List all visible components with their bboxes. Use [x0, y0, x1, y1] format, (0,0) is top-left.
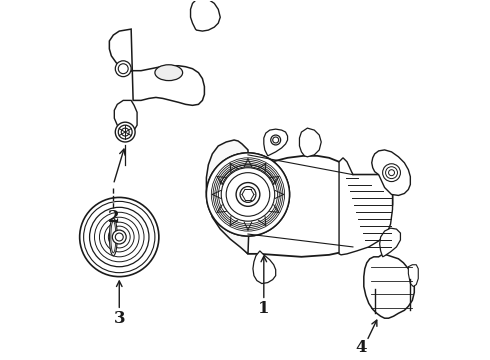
Text: 1: 1 [258, 300, 270, 317]
Polygon shape [253, 251, 276, 284]
Text: 2: 2 [107, 209, 119, 226]
Polygon shape [408, 265, 418, 287]
Ellipse shape [155, 65, 183, 81]
Ellipse shape [109, 218, 117, 256]
Ellipse shape [212, 159, 284, 230]
Polygon shape [372, 150, 410, 195]
Polygon shape [191, 0, 220, 31]
Circle shape [115, 61, 131, 77]
Text: 3: 3 [114, 310, 125, 327]
Polygon shape [339, 158, 392, 255]
Polygon shape [264, 129, 288, 156]
Polygon shape [299, 128, 321, 157]
Polygon shape [109, 29, 204, 105]
Text: 4: 4 [355, 339, 367, 356]
Circle shape [236, 183, 260, 206]
Polygon shape [364, 255, 415, 318]
Polygon shape [234, 156, 392, 257]
Polygon shape [380, 228, 400, 257]
Circle shape [112, 230, 126, 244]
Polygon shape [206, 140, 250, 254]
Circle shape [115, 122, 135, 142]
Polygon shape [114, 100, 137, 132]
Circle shape [206, 153, 290, 236]
Circle shape [80, 197, 159, 276]
Ellipse shape [206, 153, 290, 236]
